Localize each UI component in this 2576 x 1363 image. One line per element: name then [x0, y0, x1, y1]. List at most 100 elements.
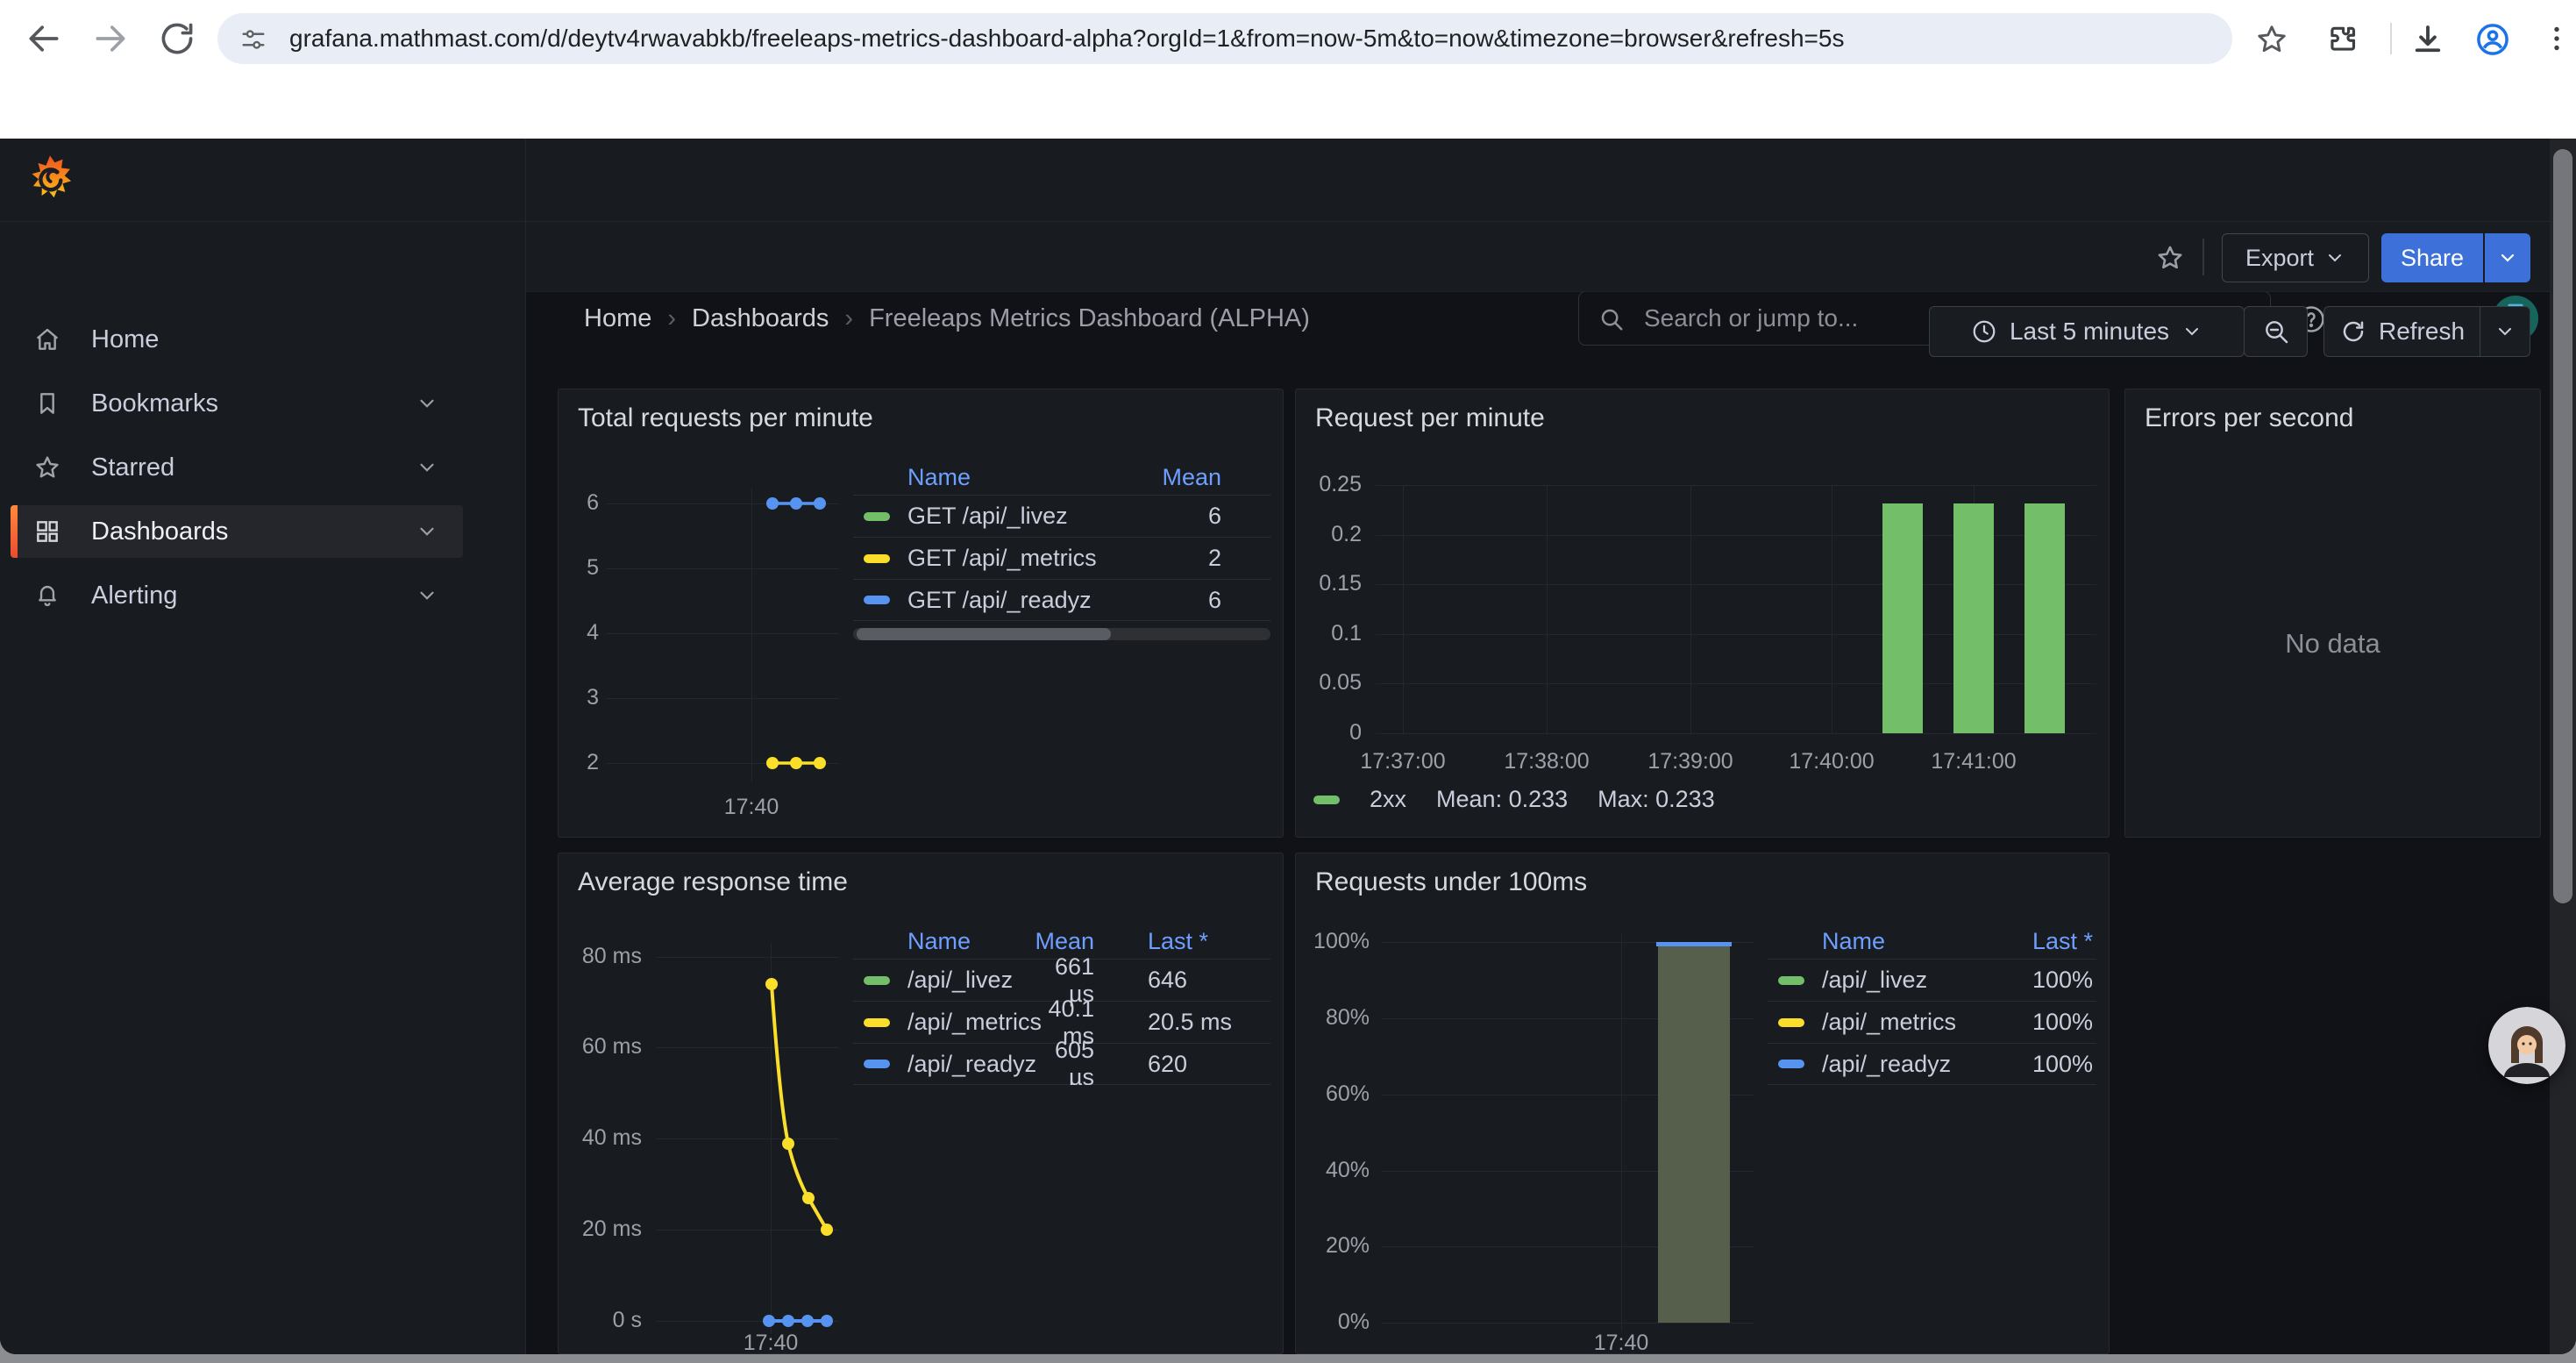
series-name[interactable]: 2xx: [1370, 786, 1406, 813]
series-color-pill: [864, 512, 890, 521]
legend-table: Name Last * /api/_livez 100% /api/_metri…: [1768, 924, 2096, 1085]
search-icon: [1598, 306, 1625, 332]
time-range-label: Last 5 minutes: [2010, 318, 2169, 346]
forward-button[interactable]: [91, 19, 130, 58]
sidebar-item-home[interactable]: Home: [11, 313, 463, 366]
series-line-metrics: [772, 984, 827, 1230]
series-color-pill: [864, 976, 890, 985]
arrow-left-icon: [25, 19, 63, 58]
chevron-down-icon: [2181, 321, 2202, 342]
series-color-pill: [864, 1060, 890, 1068]
sidebar-item-label: Alerting: [91, 582, 177, 610]
legend-max: Max: 0.233: [1598, 786, 1715, 813]
bookmarks-bar: Freeleaps 收藏博客: [0, 77, 2576, 139]
bar[interactable]: [2025, 503, 2065, 733]
reload-button[interactable]: [158, 19, 196, 58]
panel-average-response-time: Average response time 80 ms 60 ms 40 ms …: [558, 853, 1284, 1354]
refresh-button[interactable]: Refresh: [2323, 306, 2481, 357]
share-menu-button[interactable]: [2485, 233, 2530, 282]
series-color-pill: [864, 596, 890, 604]
sidebar-item-label: Bookmarks: [91, 389, 218, 418]
toolbar-divider: [2390, 23, 2392, 54]
tune-icon: [240, 26, 267, 53]
active-indicator: [11, 505, 18, 558]
legend-table: Name Mean GET /api/_livez 6 GET /api/_me…: [853, 460, 1270, 621]
panel-title[interactable]: Requests under 100ms: [1315, 867, 1587, 897]
floating-assistant-avatar[interactable]: [2488, 1007, 2565, 1084]
grafana-logo[interactable]: [25, 153, 75, 205]
dashboards-grid-icon: [33, 517, 61, 546]
legend-row[interactable]: /api/_readyz 100%: [1768, 1043, 2096, 1085]
panel-title[interactable]: Errors per second: [2145, 403, 2353, 433]
sidebar-item-dashboards[interactable]: Dashboards: [11, 505, 463, 558]
legend-scrollbar[interactable]: [853, 628, 1270, 640]
sidebar-item-bookmarks[interactable]: Bookmarks: [11, 377, 463, 430]
arrow-right-icon: [91, 19, 130, 58]
back-button[interactable]: [25, 19, 63, 58]
profile-button[interactable]: [2474, 21, 2511, 58]
sidebar-item-starred[interactable]: Starred: [11, 441, 463, 494]
chevron-down-icon: [2324, 247, 2345, 268]
legend-row[interactable]: /api/_livez 100%: [1768, 959, 2096, 1001]
reload-icon: [158, 19, 196, 58]
share-button[interactable]: Share: [2381, 233, 2483, 282]
refresh-icon: [2340, 318, 2366, 345]
bookmark-icon: [33, 389, 61, 417]
legend-row[interactable]: /api/_metrics 100%: [1768, 1001, 2096, 1043]
site-settings-icon[interactable]: [240, 26, 267, 53]
legend-row[interactable]: GET /api/_livez 6: [853, 495, 1270, 537]
series-color-pill: [864, 1018, 890, 1027]
legend-row[interactable]: /api/_readyz 605 µs 620: [853, 1043, 1270, 1085]
downloads-button[interactable]: [2409, 21, 2446, 58]
share-label: Share: [2401, 245, 2464, 272]
clock-icon: [1971, 318, 1997, 345]
bookmark-star-button[interactable]: [2255, 23, 2288, 56]
chevron-down-icon: [416, 584, 438, 607]
export-label: Export: [2245, 245, 2314, 272]
x-tick: 17:40: [681, 795, 822, 820]
url-input[interactable]: [289, 13, 2174, 64]
extensions-button[interactable]: [2325, 23, 2359, 56]
breadcrumb-home[interactable]: Home: [584, 304, 651, 333]
x-tick: 17:40: [1551, 1331, 1691, 1354]
dashboard-actions-row: Export Share: [526, 222, 2550, 292]
refresh-label: Refresh: [2379, 318, 2465, 346]
page-scrollbar: [2550, 139, 2576, 1354]
series-color-pill: [864, 554, 890, 563]
series-top-line: [1656, 942, 1732, 946]
sidebar-item-label: Home: [91, 325, 159, 354]
legend-row[interactable]: GET /api/_readyz 6: [853, 579, 1270, 621]
sidebar-item-label: Starred: [91, 453, 174, 482]
chevron-down-icon: [2494, 321, 2516, 342]
scrollbar-thumb[interactable]: [2553, 149, 2572, 903]
panel-title[interactable]: Request per minute: [1315, 403, 1545, 433]
stacked-area-bar[interactable]: [1658, 946, 1730, 1323]
panel-total-requests-per-minute: Total requests per minute 6 5 4 3 2 17:4…: [558, 389, 1284, 838]
x-tick: 17:40: [701, 1331, 841, 1354]
breadcrumb-dashboards[interactable]: Dashboards: [692, 304, 829, 333]
home-icon: [33, 325, 61, 353]
browser-toolbar: [0, 0, 2576, 77]
export-button[interactable]: Export: [2222, 233, 2369, 282]
actions-divider: [2202, 239, 2204, 275]
bar[interactable]: [1882, 503, 1923, 733]
legend: 2xx Mean: 0.233 Max: 0.233: [1313, 786, 1715, 813]
refresh-interval-button[interactable]: [2480, 306, 2530, 357]
zoom-out-icon: [2262, 318, 2290, 346]
legend-mean: Mean: 0.233: [1436, 786, 1568, 813]
sidebar: Home Bookmarks Starred Dashboards Alerti…: [0, 222, 526, 1354]
star-icon: [2155, 243, 2185, 273]
zoom-out-button[interactable]: [2244, 306, 2308, 357]
sidebar-item-alerting[interactable]: Alerting: [11, 569, 463, 622]
legend-row[interactable]: GET /api/_metrics 2: [853, 537, 1270, 579]
chevron-down-icon: [416, 520, 438, 543]
breadcrumb-separator: ›: [667, 304, 676, 333]
star-dashboard-button[interactable]: [2155, 243, 2185, 273]
browser-menu-button[interactable]: [2541, 23, 2572, 54]
time-range-picker[interactable]: Last 5 minutes: [1929, 306, 2245, 357]
no-data-message: No data: [2125, 628, 2540, 660]
puzzle-icon: [2325, 23, 2359, 56]
sidebar-item-label: Dashboards: [91, 517, 228, 546]
screen: Freeleaps 收藏博客 Grafana Home ›: [0, 0, 2576, 1363]
bar[interactable]: [1953, 503, 1994, 733]
